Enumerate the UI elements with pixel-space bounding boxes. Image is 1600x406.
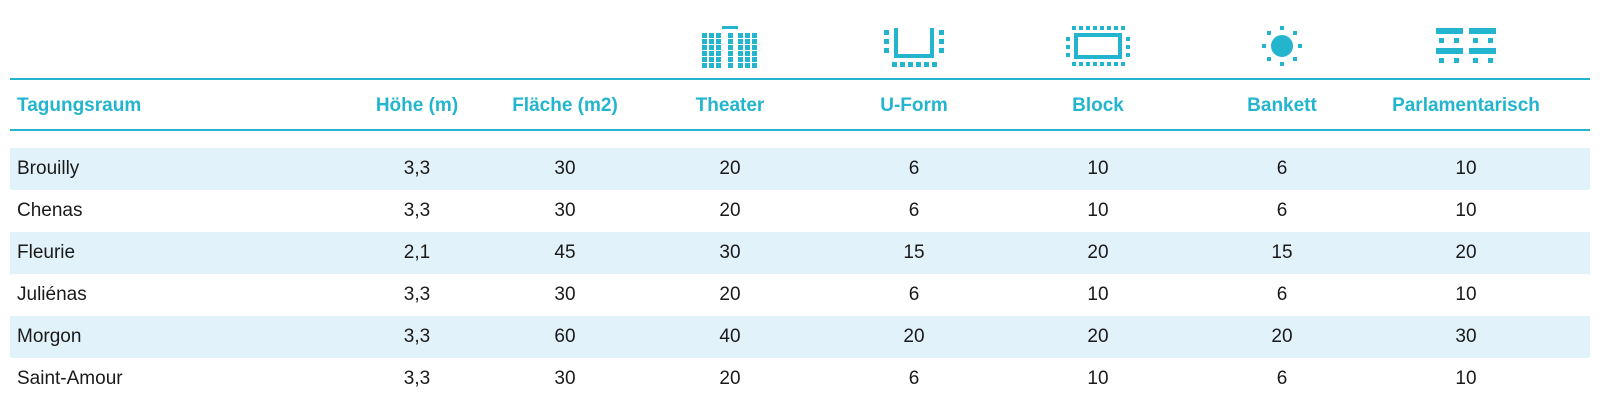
capacity-parlamentarisch: 10 [1455,368,1477,389]
room-height: 3,3 [403,200,431,221]
capacity-bankett: 15 [1271,242,1293,263]
capacity-block: 20 [1087,326,1109,347]
capacity-theater: 20 [719,158,741,179]
capacity-u-form: 6 [908,284,920,305]
capacity-theater: 20 [719,368,741,389]
capacity-block: 10 [1087,368,1109,389]
room-area: 30 [554,284,576,305]
capacity-parlamentarisch: 30 [1455,326,1477,347]
header-bankett: Bankett [1247,95,1317,116]
capacity-bankett: 6 [1276,284,1288,305]
room-name: Fleurie [17,242,76,263]
room-height: 3,3 [403,368,431,389]
room-area: 60 [554,326,576,347]
meeting-room-capacity-table: Tagungsraum Höhe (m) Fläche (m2) Theater… [10,0,1590,389]
capacity-bankett: 6 [1276,200,1288,221]
capacity-parlamentarisch: 10 [1455,200,1477,221]
block-seating-icon [1063,22,1133,70]
capacity-u-form: 6 [908,200,920,221]
capacity-parlamentarisch: 20 [1455,242,1477,263]
capacity-bankett: 6 [1276,158,1288,179]
capacity-block: 10 [1087,200,1109,221]
table-row: Fleurie 2,1 45 30 15 20 15 20 [10,232,1590,274]
table-header-row: Tagungsraum Höhe (m) Fläche (m2) Theater… [10,82,1590,130]
theater-seating-icon [695,22,765,70]
capacity-bankett: 20 [1271,326,1293,347]
header-tagungsraum: Tagungsraum [17,95,142,116]
capacity-bankett: 6 [1276,368,1288,389]
room-height: 3,3 [403,158,431,179]
header-hoehe: Höhe (m) [375,95,459,116]
capacity-theater: 30 [719,242,741,263]
header-block: Block [1072,95,1124,116]
capacity-block: 10 [1087,158,1109,179]
room-area: 30 [554,368,576,389]
capacity-theater: 20 [719,200,741,221]
header-parlamentarisch: Parlamentarisch [1392,95,1540,116]
room-name: Brouilly [17,158,80,179]
header-top-rule [10,78,1590,80]
capacity-parlamentarisch: 10 [1455,158,1477,179]
capacity-block: 10 [1087,284,1109,305]
capacity-u-form: 6 [908,368,920,389]
capacity-block: 20 [1087,242,1109,263]
table-row: Juliénas 3,3 30 20 6 10 6 10 [10,274,1590,316]
room-name: Chenas [17,200,83,221]
table-row: Chenas 3,3 30 20 6 10 6 10 [10,190,1590,232]
u-shape-seating-icon [879,22,949,70]
capacity-theater: 20 [719,284,741,305]
room-area: 45 [554,242,576,263]
seating-icons-row [10,0,1590,80]
room-area: 30 [554,158,576,179]
header-u-form: U-Form [880,95,948,116]
header-bottom-rule [10,129,1590,131]
table-row: Saint-Amour 3,3 30 20 6 10 6 10 [10,358,1590,400]
capacity-u-form: 15 [903,242,925,263]
room-name: Saint-Amour [17,368,123,389]
capacity-u-form: 20 [903,326,925,347]
capacity-theater: 40 [719,326,741,347]
capacity-parlamentarisch: 10 [1455,284,1477,305]
header-theater: Theater [695,95,765,116]
capacity-u-form: 6 [908,158,920,179]
header-flaeche: Fläche (m2) [512,95,618,116]
room-height: 2,1 [403,242,431,263]
room-area: 30 [554,200,576,221]
room-name: Juliénas [17,284,87,305]
table-row: Morgon 3,3 60 40 20 20 20 30 [10,316,1590,358]
table-row: Brouilly 3,3 30 20 6 10 6 10 [10,148,1590,190]
parliamentary-seating-icon [1431,22,1501,70]
banquet-seating-icon [1247,22,1317,70]
room-name: Morgon [17,326,82,347]
room-height: 3,3 [403,326,431,347]
room-height: 3,3 [403,284,431,305]
table-body: Brouilly 3,3 30 20 6 10 6 10 Chenas 3,3 … [10,148,1590,400]
